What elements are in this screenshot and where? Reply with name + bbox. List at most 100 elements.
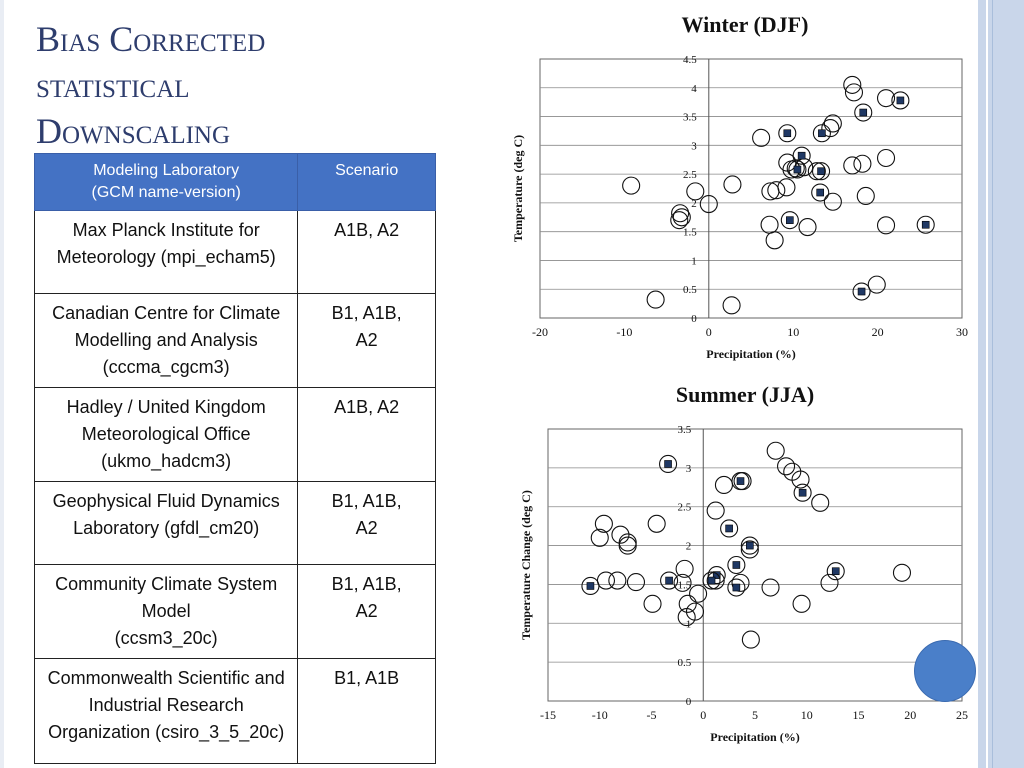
y-tick-label: 0 — [691, 313, 697, 325]
y-tick-label: 3.5 — [678, 424, 692, 436]
data-point-marked-circle — [812, 124, 831, 143]
y-tick-label: 2 — [686, 541, 692, 553]
data-point-marked-circle — [780, 211, 799, 230]
data-point-marked-circle — [891, 91, 910, 110]
y-tick-label: 3 — [686, 463, 692, 475]
data-point-marked-circle — [812, 162, 831, 181]
data-point-open-circle — [761, 578, 780, 597]
data-point-marked-circle — [793, 483, 812, 502]
data-point-marked-circle — [740, 536, 759, 555]
data-point-open-circle — [722, 296, 741, 315]
data-point-open-circle — [646, 290, 665, 309]
y-tick-label: 1.5 — [683, 227, 697, 239]
data-point-marked-circle — [778, 124, 797, 143]
x-tick-label: 20 — [904, 708, 916, 722]
y-tick-label: 0.5 — [683, 284, 697, 296]
data-point-open-circle — [844, 83, 864, 102]
scenario-cell: B1, A1B, A2 — [297, 481, 436, 565]
lab-cell: Canadian Centre for Climate Modelling and… — [33, 293, 299, 388]
data-point-open-circle — [677, 608, 696, 627]
slide-title-line-1: Bias Corrected — [36, 19, 266, 59]
y-tick-label: 3 — [691, 140, 697, 152]
summer-chart-title: Summer (JJA) — [675, 382, 815, 407]
data-point-open-circle — [876, 148, 896, 168]
x-tick-label: 0 — [700, 708, 706, 722]
data-point-marked-circle — [854, 103, 873, 122]
y-tick-label: 4.5 — [683, 54, 697, 66]
x-tick-label: -15 — [540, 708, 556, 722]
data-point-open-circle — [792, 594, 811, 613]
accent-circle-decoration — [914, 640, 976, 702]
data-point-open-circle — [594, 514, 613, 533]
data-point-open-circle — [876, 89, 896, 108]
modeling-labs-table: Modeling Laboratory (GCM name-version) Sce… — [33, 153, 436, 764]
slide-title: Bias Corrected statistical Downscaling — [36, 16, 366, 154]
left-edge-rule — [0, 0, 4, 768]
x-tick-label: 15 — [853, 708, 865, 722]
data-point-open-circle — [723, 175, 742, 194]
table-row: Geophysical Fluid Dynamics Laboratory (gf… — [33, 481, 436, 565]
data-point-open-circle — [741, 630, 760, 649]
data-point-open-circle — [740, 540, 759, 559]
table-row: Max Planck Institute for Meteorology (mpi… — [33, 210, 436, 294]
x-tick-label: -10 — [592, 708, 608, 722]
data-point-open-circle — [672, 208, 691, 227]
y-tick-label: 1.5 — [678, 579, 692, 591]
scenario-cell: A1B, A2 — [297, 387, 436, 482]
data-point-marked-circle — [707, 566, 726, 585]
x-tick-label: -5 — [647, 708, 657, 722]
data-point-open-circle — [843, 75, 862, 94]
data-point-marked-circle — [852, 282, 871, 301]
data-point-open-circle — [892, 563, 912, 582]
summer-scatter-chart: 0 0.5 1 1.5 2 2.5 3 3.5 -15 -10 -5 0 5 10 15 20 25 Precip… — [519, 424, 968, 744]
scenario-cell: B1, A1B — [297, 658, 436, 764]
data-point-open-circle — [807, 162, 826, 181]
slide-title-line-3: Downscaling — [36, 111, 231, 151]
y-tick-label: 4 — [691, 83, 697, 95]
data-point-marked-circle — [826, 562, 845, 581]
data-point-open-circle — [767, 181, 786, 200]
data-point-open-circle — [673, 573, 692, 592]
x-tick-label: -10 — [616, 325, 632, 339]
data-point-open-circle — [791, 470, 810, 489]
data-point-open-circle — [671, 204, 690, 223]
data-point-marked-circle — [811, 183, 830, 202]
header-scenario: Scenario — [297, 153, 436, 211]
x-tick-label: 10 — [787, 325, 799, 339]
data-point-open-circle — [608, 571, 627, 590]
scenario-cell: A1B, A2 — [297, 210, 436, 294]
data-point-open-circle — [618, 536, 637, 555]
lab-cell: Commonwealth Scientific and Industrial Re… — [33, 658, 299, 764]
data-point-marked-circle — [792, 146, 811, 165]
data-point-marked-circle — [659, 454, 678, 474]
y-axis-label: Temperature (deg C) — [511, 135, 525, 242]
y-tick-label: 0.5 — [678, 657, 692, 669]
data-point-open-circle — [689, 584, 708, 603]
data-point-open-circle — [622, 176, 641, 195]
data-point-open-circle — [699, 194, 718, 214]
slide-title-line-2: statistical — [36, 65, 190, 105]
data-point-open-circle — [821, 119, 840, 138]
data-point-open-circle — [843, 156, 862, 175]
plot-area — [547, 428, 963, 702]
data-point-open-circle — [823, 192, 842, 211]
data-point-marked-circle — [727, 555, 746, 575]
data-point-open-circle — [752, 128, 771, 147]
lab-cell: Hadley / United Kingdom Meteorological Of… — [33, 387, 299, 482]
data-point-marked-circle — [916, 215, 935, 234]
data-point-open-circle — [670, 211, 689, 230]
band-line — [992, 0, 993, 768]
data-point-marked-circle — [788, 160, 807, 179]
header-modeling-laboratory: Modeling Laboratory (GCM name-version) — [33, 153, 299, 211]
lab-cell: Geophysical Fluid Dynamics Laboratory (gf… — [33, 481, 299, 565]
data-point-marked-circle — [660, 571, 679, 590]
data-point-marked-circle — [727, 578, 746, 597]
data-point-open-circle — [798, 218, 817, 237]
data-point-marked-circle — [720, 519, 739, 538]
data-point-open-circle — [706, 501, 725, 520]
data-point-open-circle — [867, 275, 886, 294]
data-point-open-circle — [820, 573, 839, 592]
x-tick-label: 20 — [872, 325, 884, 339]
lab-cell: Max Planck Institute for Meteorology (mpi… — [33, 210, 299, 294]
table-row: Canadian Centre for Climate Modelling and… — [33, 293, 436, 388]
